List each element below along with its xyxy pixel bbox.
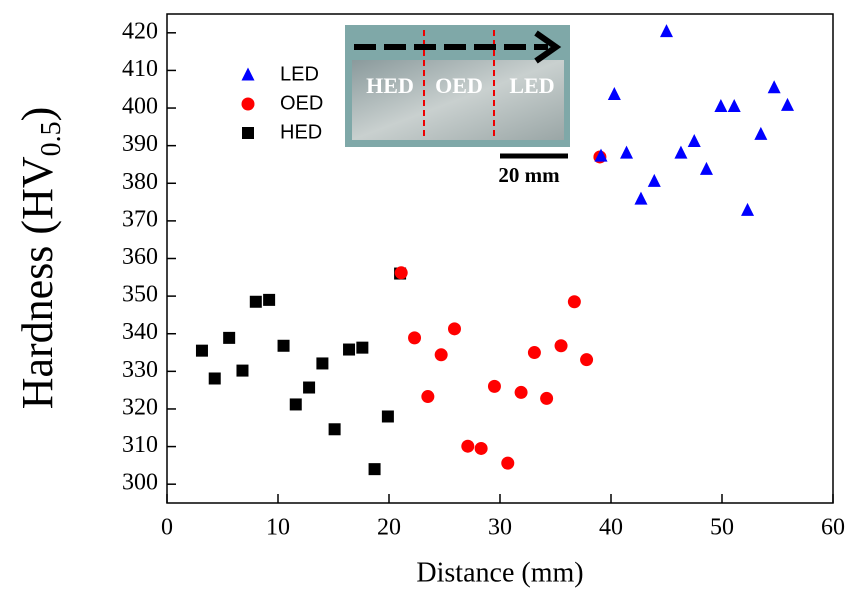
scale-label: 20 mm	[498, 163, 560, 187]
legend-label: LED	[280, 63, 319, 85]
marker-circle	[487, 379, 501, 393]
marker-circle	[514, 385, 528, 399]
marker-circle	[474, 441, 488, 455]
y-tick-label: 360	[122, 244, 158, 270]
inset-photo: HED OED LED 20 mm	[345, 25, 570, 187]
inset-plate	[352, 60, 564, 140]
y-axis-label-subscript: 0.5	[36, 121, 67, 156]
marker-circle	[527, 346, 541, 360]
marker-triangle	[594, 148, 608, 162]
marker-triangle	[674, 145, 688, 159]
x-tick-label: 30	[488, 515, 512, 541]
marker-square	[208, 372, 221, 385]
y-tick-label: 390	[122, 131, 158, 157]
legend-marker	[241, 97, 255, 111]
y-tick-label: 350	[122, 282, 158, 308]
x-tick-label: 10	[266, 515, 290, 541]
marker-circle	[461, 439, 475, 453]
marker-triangle	[714, 99, 728, 113]
marker-circle	[580, 353, 594, 367]
x-tick-label: 50	[710, 515, 734, 541]
x-axis-label: Distance (mm)	[416, 557, 583, 588]
marker-square	[249, 295, 262, 308]
marker-square	[263, 293, 276, 306]
marker-circle	[554, 339, 568, 353]
legend-label: HED	[280, 121, 322, 143]
marker-triangle	[767, 80, 781, 94]
marker-triangle	[634, 191, 648, 205]
marker-square	[316, 357, 329, 370]
marker-triangle	[607, 86, 621, 100]
marker-square	[356, 341, 369, 354]
marker-circle	[434, 348, 448, 362]
marker-triangle	[660, 24, 673, 38]
legend-marker	[242, 127, 254, 139]
y-tick-label: 310	[122, 432, 158, 458]
marker-triangle	[647, 173, 661, 187]
marker-circle	[447, 322, 461, 336]
marker-square	[368, 463, 381, 476]
x-tick-label: 0	[161, 515, 173, 541]
marker-triangle	[699, 161, 713, 175]
marker-triangle	[741, 202, 755, 216]
marker-square	[343, 343, 356, 356]
marker-circle	[567, 295, 581, 309]
x-tick-label: 40	[599, 515, 623, 541]
marker-square	[223, 331, 236, 344]
marker-triangle	[754, 126, 768, 140]
y-tick-label: 410	[122, 56, 158, 82]
inset-label: OED	[435, 73, 483, 98]
y-tick-label: 330	[122, 357, 158, 383]
inset-label: HED	[366, 73, 414, 98]
y-axis-label-suffix: )	[13, 107, 62, 122]
marker-triangle	[687, 134, 701, 148]
y-axis-label-text: Hardness (HV	[13, 156, 62, 409]
marker-triangle	[620, 145, 634, 159]
marker-square	[381, 410, 394, 423]
marker-square	[303, 381, 316, 394]
arrow-head	[534, 30, 562, 64]
legend-marker	[241, 67, 255, 81]
x-tick-label: 60	[821, 515, 845, 541]
marker-triangle	[727, 99, 741, 113]
marker-square	[236, 364, 249, 377]
y-tick-label: 370	[122, 206, 158, 232]
y-tick-label: 400	[122, 94, 158, 120]
marker-square	[289, 398, 302, 411]
marker-triangle	[780, 97, 794, 111]
x-tick-label: 20	[377, 515, 401, 541]
marker-circle	[394, 266, 408, 280]
marker-square	[195, 344, 208, 357]
y-tick-label: 320	[122, 394, 158, 420]
legend-label: OED	[280, 92, 323, 114]
y-tick-label: 300	[122, 470, 158, 496]
y-tick-label: 380	[122, 169, 158, 195]
y-tick-label: 340	[122, 319, 158, 345]
y-axis-label: Hardness (HV0.5)	[13, 107, 67, 410]
y-tick-label: 420	[122, 18, 158, 44]
marker-square	[328, 423, 341, 436]
marker-circle	[421, 390, 435, 404]
marker-circle	[540, 391, 554, 405]
marker-circle	[408, 331, 422, 345]
marker-square	[277, 339, 290, 352]
marker-circle	[501, 456, 515, 470]
inset-label: LED	[509, 73, 554, 98]
